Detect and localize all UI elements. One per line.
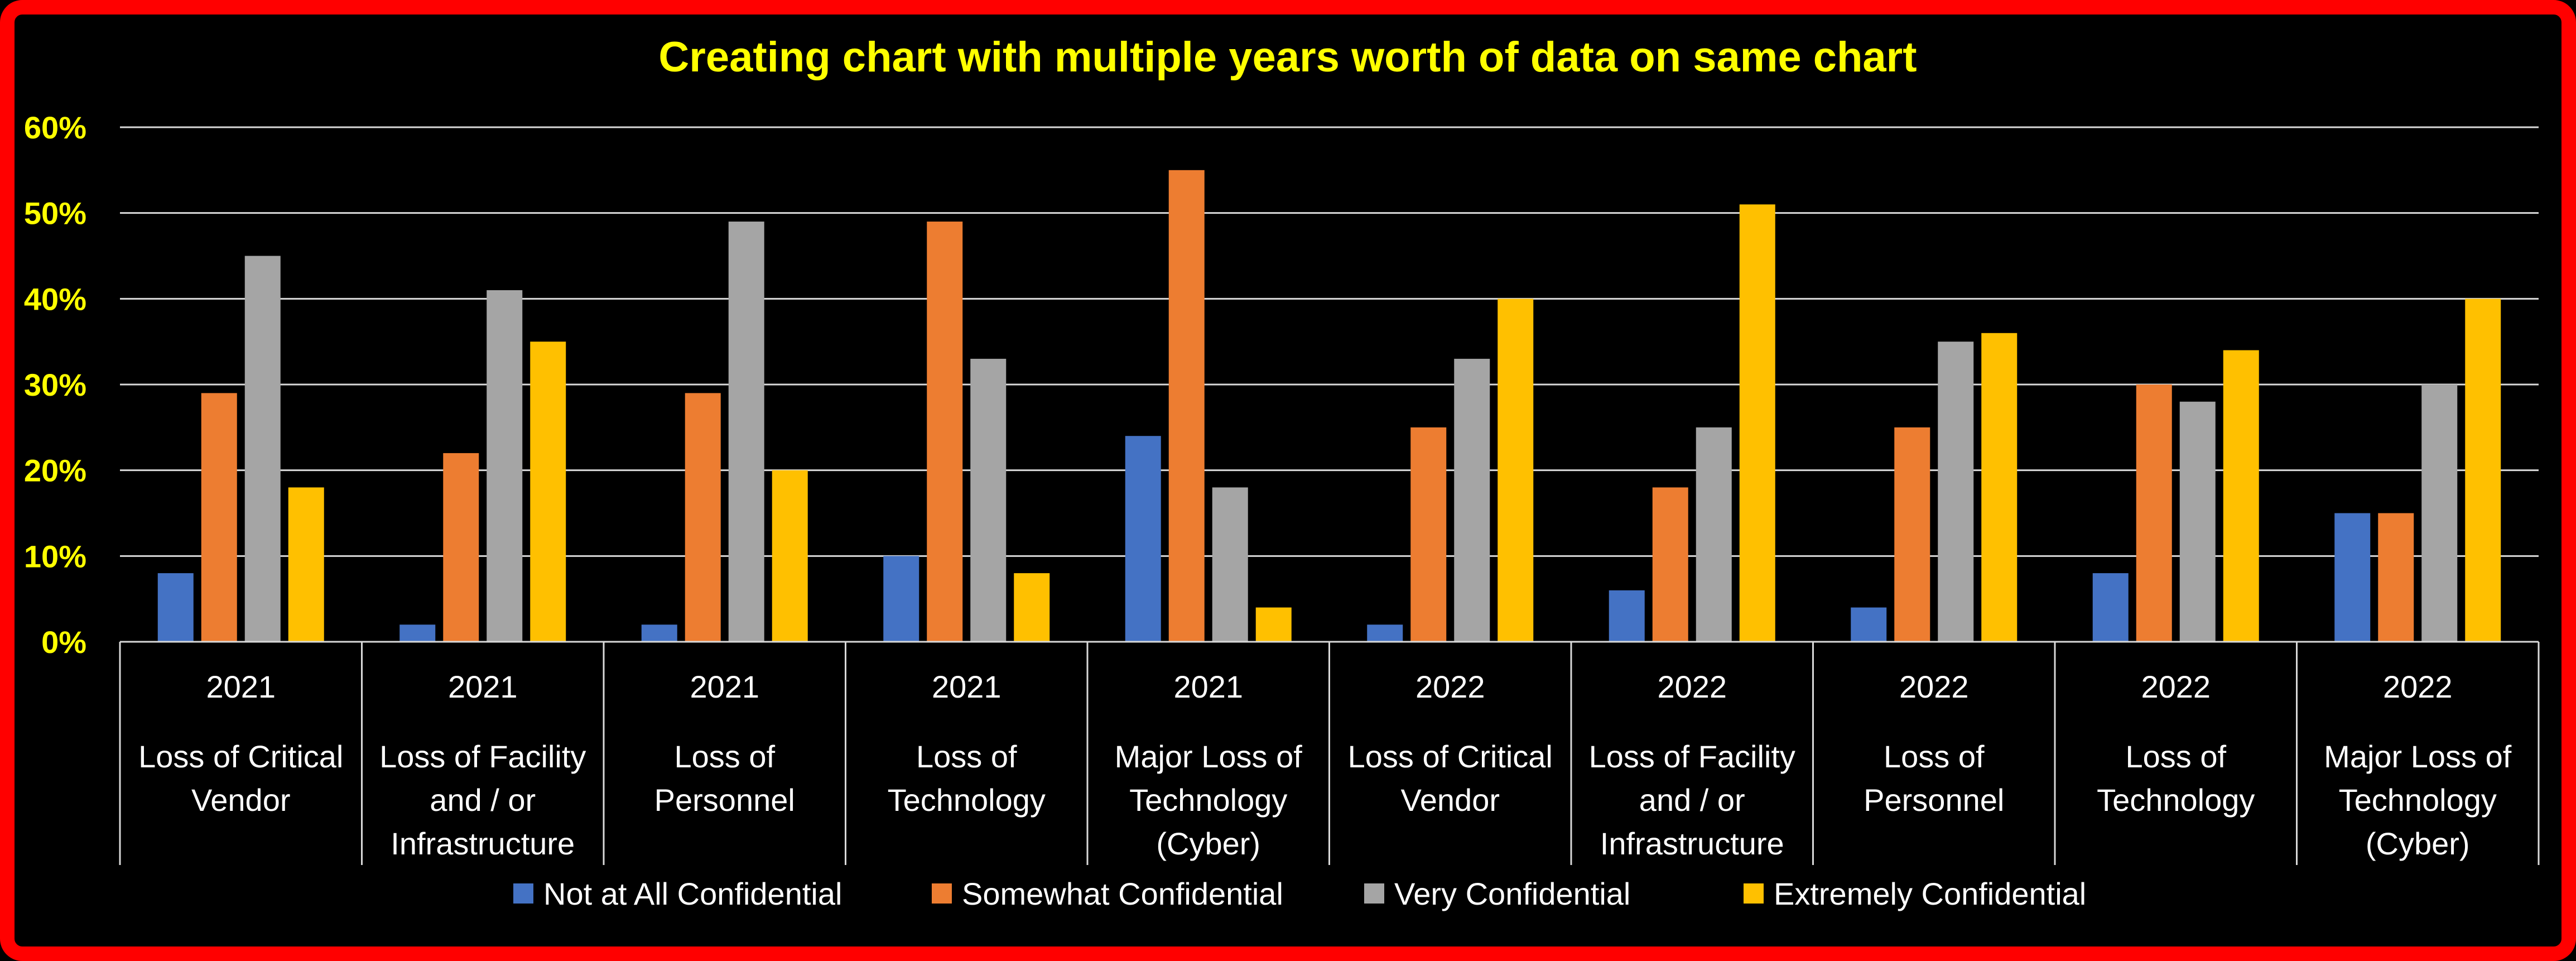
category-label: Personnel (1864, 782, 2004, 818)
category-label: Technology (888, 782, 1046, 818)
bar (244, 256, 281, 642)
category-year-label: 2022 (1415, 669, 1485, 704)
category-label: Vendor (1401, 782, 1500, 818)
category-year-label: 2021 (690, 669, 759, 704)
bar (1609, 590, 1645, 642)
bar (399, 624, 436, 642)
legend-swatch (1744, 883, 1764, 904)
bars (157, 170, 2501, 642)
category-label: and / or (1639, 782, 1745, 818)
bar (2136, 385, 2172, 642)
category-label: Loss of (916, 739, 1017, 774)
bar (1125, 436, 1161, 642)
category-label: and / or (430, 782, 536, 818)
bar (1168, 170, 1205, 642)
legend-entry-label: Somewhat Confidential (962, 876, 1283, 911)
bar (1255, 607, 1292, 642)
category-label: Loss of Facility (379, 739, 586, 774)
category-label: Technology (2097, 782, 2255, 818)
bar (201, 393, 237, 642)
bar (443, 453, 479, 642)
bar (970, 358, 1007, 642)
bar (2092, 573, 2129, 642)
bar (641, 624, 677, 642)
category-year-label: 2022 (2141, 669, 2211, 704)
x-axis: 2021 Loss of Critical Vendor 2021 Loss of Fa… (119, 641, 2540, 865)
category-label: Vendor (191, 782, 291, 818)
legend-swatch (1364, 883, 1384, 904)
bar (772, 470, 808, 642)
legend-entry-label: Very Confidential (1394, 876, 1630, 911)
category-label: (Cyber) (1156, 826, 1260, 861)
bar (1410, 427, 1447, 642)
bar (2223, 350, 2259, 642)
category-year-label: 2021 (932, 669, 1001, 704)
category-year-label: 2021 (448, 669, 518, 704)
legend-entry-label: Extremely Confidential (1774, 876, 2086, 911)
bar (1367, 624, 1403, 642)
category-label: Infrastructure (1600, 826, 1784, 861)
bar (487, 290, 523, 642)
y-tick-label: 60% (24, 110, 86, 145)
bar (883, 556, 919, 642)
category-year-label: 2022 (1899, 669, 1969, 704)
category-label: Loss of Critical (138, 739, 343, 774)
bar (2465, 299, 2501, 642)
bar (1851, 607, 1887, 642)
category-label: Major Loss of (2324, 739, 2512, 774)
bar (1739, 204, 1775, 642)
bar (1014, 573, 1050, 642)
category-label: Technology (1129, 782, 1287, 818)
y-tick-label: 30% (24, 367, 86, 402)
bar (1498, 299, 1534, 642)
category-label: Loss of Facility (1589, 739, 1795, 774)
chart-title: Creating chart with multiple years worth… (658, 33, 1917, 81)
category-year-label: 2021 (206, 669, 276, 704)
category-label: Loss of Critical (1348, 739, 1553, 774)
legend-swatch (513, 883, 533, 904)
y-tick-label: 0% (41, 624, 86, 660)
category-label: Technology (2339, 782, 2497, 818)
bar (1212, 487, 1248, 642)
bar (2334, 513, 2371, 642)
category-label: Loss of (2125, 739, 2226, 774)
bar (2421, 385, 2458, 642)
bar (1696, 427, 1732, 642)
y-tick-label: 50% (24, 196, 86, 231)
category-label: Infrastructure (391, 826, 575, 861)
bar (728, 222, 764, 642)
category-label: Major Loss of (1115, 739, 1303, 774)
bar (685, 393, 721, 642)
bar (1894, 427, 1930, 642)
y-tick-label: 40% (24, 281, 86, 316)
legend: Not at All Confidential Somewhat Confiden… (513, 876, 2086, 911)
bar (1454, 358, 1490, 642)
category-label: Personnel (654, 782, 795, 818)
category-label: (Cyber) (2366, 826, 2470, 861)
bar (1981, 333, 2018, 642)
bar (1652, 487, 1688, 642)
y-tick-label: 20% (24, 453, 86, 488)
legend-swatch (932, 883, 952, 904)
y-tick-label: 10% (24, 539, 86, 574)
bar (2179, 401, 2216, 642)
category-label: Loss of (1884, 739, 1985, 774)
bar (288, 487, 324, 642)
category-label: Loss of (674, 739, 775, 774)
legend-entry-label: Not at All Confidential (543, 876, 842, 911)
category-year-label: 2021 (1173, 669, 1243, 704)
category-year-label: 2022 (1657, 669, 1727, 704)
gridlines (120, 126, 2539, 557)
bar (2378, 513, 2414, 642)
bar (530, 342, 566, 642)
y-axis-ticks: 0% 10% 20% 30% 40% 50% 60% (24, 110, 86, 660)
bar (1938, 342, 1974, 642)
bar (157, 573, 194, 642)
category-year-label: 2022 (2383, 669, 2453, 704)
bar (927, 222, 963, 642)
